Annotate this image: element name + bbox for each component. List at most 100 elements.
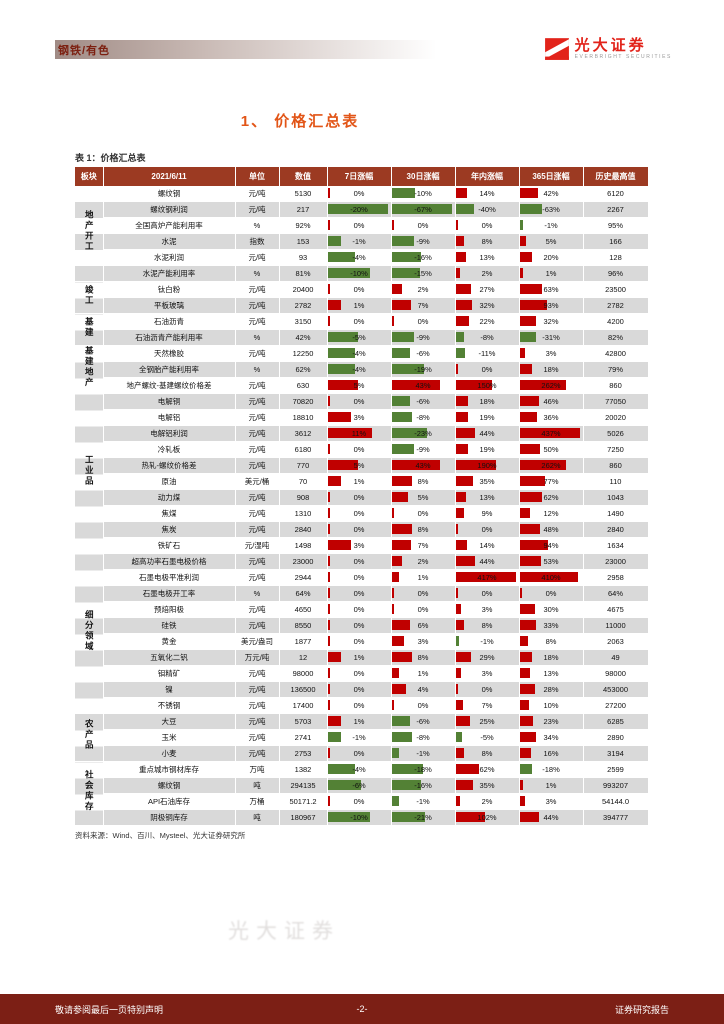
column-header: 数值 bbox=[279, 167, 328, 186]
change-7d-cell: 0% bbox=[327, 186, 392, 202]
positive-data-bar bbox=[519, 412, 537, 422]
negative-data-bar bbox=[391, 252, 422, 262]
table-row: 水泥产能利用率% 81% -10% -15% 2% 1% 96% bbox=[75, 265, 649, 282]
change-30d-cell: 2% bbox=[391, 281, 456, 298]
brand-name: 光大证券 bbox=[574, 37, 647, 54]
positive-data-bar bbox=[327, 284, 330, 294]
history-high-cell: 128 bbox=[583, 249, 649, 266]
unit-cell: 元/吨 bbox=[235, 553, 280, 570]
change-7d-cell: 11% bbox=[327, 425, 392, 442]
value-cell: 630 bbox=[279, 377, 328, 394]
table-row: 石油沥青产能利用率% 42% -5% -9% -8% -31% 82% bbox=[75, 329, 649, 346]
change-30d-cell: -10% bbox=[391, 186, 456, 202]
history-high-cell: 2267 bbox=[583, 201, 649, 218]
change-ytd-cell: 0% bbox=[455, 361, 520, 378]
history-high-cell: 1634 bbox=[583, 537, 649, 554]
positive-data-bar bbox=[455, 604, 461, 614]
positive-data-bar bbox=[519, 492, 543, 502]
positive-data-bar bbox=[455, 316, 470, 326]
sector-label: 竣工 bbox=[75, 281, 104, 314]
table-row: 预焙阳极 元/吨 4650 0% 0% 3% 30% 4675 bbox=[75, 601, 649, 618]
table-row: 镍元/吨 136500 0% 4% 0% 28% 453000 bbox=[75, 681, 649, 698]
unit-cell: 美元/盎司 bbox=[235, 633, 280, 650]
positive-data-bar bbox=[455, 476, 474, 486]
positive-data-bar bbox=[391, 316, 394, 326]
change-ytd-cell: 8% bbox=[455, 745, 520, 762]
change-30d-cell: 43% bbox=[391, 457, 456, 474]
history-high-cell: 2063 bbox=[583, 633, 649, 650]
change-365d-cell: 44% bbox=[519, 809, 584, 826]
table-row: 硅铁 元/吨 8550 0% 6% 8% 33% 11000 bbox=[75, 617, 649, 634]
value-cell: 2840 bbox=[279, 521, 328, 538]
value-cell: 180967 bbox=[279, 809, 328, 826]
history-high-cell: 2782 bbox=[583, 297, 649, 314]
positive-data-bar bbox=[519, 636, 528, 646]
indicator-name-cell: 热轧-螺纹价格差 bbox=[103, 457, 236, 474]
history-high-cell: 860 bbox=[583, 377, 649, 394]
brand-text: 光大证券 EVERBRIGHT SECURITIES bbox=[575, 38, 672, 60]
change-7d-cell: 1% bbox=[327, 297, 392, 314]
positive-data-bar bbox=[327, 412, 351, 422]
positive-data-bar bbox=[519, 812, 539, 822]
indicator-name-cell: 五氧化二钒 bbox=[103, 649, 236, 666]
unit-cell: % bbox=[235, 361, 280, 378]
change-365d-cell: 30% bbox=[519, 601, 584, 618]
positive-data-bar bbox=[519, 796, 525, 806]
change-365d-cell: 437% bbox=[519, 425, 584, 442]
unit-cell: 元/吨 bbox=[235, 521, 280, 538]
change-30d-cell: -8% bbox=[391, 409, 456, 426]
history-high-cell: 453000 bbox=[583, 681, 649, 698]
negative-data-bar bbox=[327, 812, 371, 822]
indicator-name-cell: 冷轧板 bbox=[103, 441, 236, 458]
indicator-name-cell: 天然橡胶 bbox=[103, 345, 236, 362]
change-ytd-cell: 2% bbox=[455, 793, 520, 810]
page-content: 1、 价格汇总表 表 1：价格汇总表 板块 2021/6/11 单位 数值 7日涨幅 30… bbox=[55, 110, 673, 841]
indicator-name-cell: 焦炭 bbox=[103, 521, 236, 538]
positive-data-bar bbox=[519, 508, 530, 518]
unit-cell: 元/吨 bbox=[235, 601, 280, 618]
positive-data-bar bbox=[391, 556, 402, 566]
change-ytd-cell: 44% bbox=[455, 553, 520, 570]
unit-cell: % bbox=[235, 265, 280, 282]
change-ytd-cell: 0% bbox=[455, 521, 520, 538]
change-365d-cell: 28% bbox=[519, 681, 584, 698]
indicator-name-cell: 石油沥青 bbox=[103, 313, 236, 330]
change-365d-cell: 77% bbox=[519, 473, 584, 490]
table-row: 石墨电极开工率% 64% 0% 0% 0% 0% 64% bbox=[75, 585, 649, 602]
change-ytd-cell: -8% bbox=[455, 329, 520, 346]
history-high-cell: 5026 bbox=[583, 425, 649, 442]
indicator-name-cell: 大豆 bbox=[103, 713, 236, 730]
positive-data-bar bbox=[519, 668, 530, 678]
positive-data-bar bbox=[519, 684, 535, 694]
history-high-cell: 23000 bbox=[583, 553, 649, 570]
change-365d-cell: 48% bbox=[519, 521, 584, 538]
change-30d-cell: 3% bbox=[391, 633, 456, 650]
table-row: 五氧化二钒 万元/吨 12 1% 8% 29% 18% 49 bbox=[75, 649, 649, 666]
negative-data-bar bbox=[519, 332, 536, 342]
positive-data-bar bbox=[327, 684, 330, 694]
positive-data-bar bbox=[455, 668, 461, 678]
change-365d-cell: 50% bbox=[519, 441, 584, 458]
indicator-name-cell: 水泥产能利用率 bbox=[103, 265, 236, 282]
change-ytd-cell: 102% bbox=[455, 809, 520, 826]
positive-data-bar bbox=[455, 268, 460, 278]
history-high-cell: 993207 bbox=[583, 777, 649, 794]
negative-data-bar bbox=[455, 732, 463, 742]
change-ytd-cell: 7% bbox=[455, 697, 520, 714]
change-7d-cell: 0% bbox=[327, 681, 392, 698]
positive-data-bar bbox=[327, 220, 330, 230]
change-30d-cell: 1% bbox=[391, 569, 456, 586]
indicator-name-cell: 黄金 bbox=[103, 633, 236, 650]
table-row: 冷轧板 元/吨 6180 0% -9% 19% 50% 7250 bbox=[75, 441, 649, 458]
unit-cell: 元/吨 bbox=[235, 665, 280, 682]
positive-data-bar bbox=[327, 524, 330, 534]
positive-data-bar bbox=[455, 508, 465, 518]
value-cell: 20400 bbox=[279, 281, 328, 298]
change-7d-cell: -6% bbox=[327, 777, 392, 794]
value-cell: 1382 bbox=[279, 761, 328, 778]
change-7d-cell: 0% bbox=[327, 281, 392, 298]
unit-cell: 元/吨 bbox=[235, 186, 280, 202]
positive-data-bar bbox=[455, 444, 469, 454]
indicator-name-cell: 焦煤 bbox=[103, 505, 236, 522]
indicator-name-cell: 原油 bbox=[103, 473, 236, 490]
